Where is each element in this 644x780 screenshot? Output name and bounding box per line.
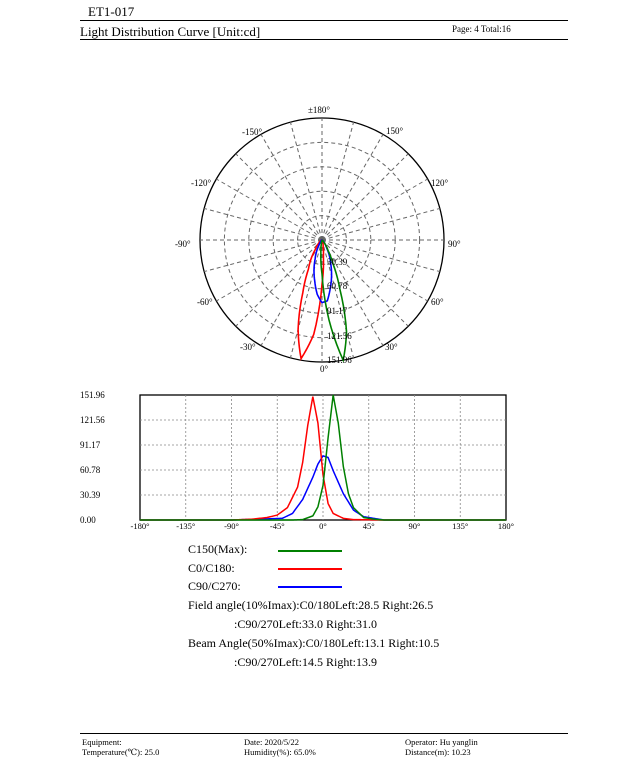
page-title: Light Distribution Curve [Unit:cd] [80,24,261,39]
cartesian-grid [139,394,507,521]
y-tick-label: 0.00 [80,515,96,525]
polar-grid-spoke [216,239,323,302]
legend-label-c0: C0/C180: [188,561,235,575]
polar-angle-label: -30° [240,342,256,352]
polar-angle-label: -60° [197,297,213,307]
footer-rule [80,733,568,734]
y-tick-label: 151.96 [80,390,105,400]
x-tick-label: 135° [452,521,468,530]
polar-grid-spoke [204,239,323,273]
field-angle-c90: :C90/270Left:33.0 Right:31.0 [234,617,377,631]
footer-humidity: Humidity(%): 65.0% [244,747,316,757]
x-tick-label: -45° [270,521,285,530]
polar-grid-spoke [260,134,323,241]
polar-labels: ±180° 150° -150° 120° -120° 90° -90° 60°… [175,105,461,374]
legend-swatch-c90 [278,586,342,588]
polar-angle-label: 90° [448,239,461,249]
polar-angle-label: -90° [175,239,191,249]
polar-radial-label: 121.56 [327,331,352,341]
footer-operator: Operator: Hu yanglin [405,737,478,747]
legend-swatch-c0 [278,568,342,570]
polar-angle-label: -150° [242,127,262,137]
polar-angle-label: ±180° [308,105,330,115]
field-angle-c0: Field angle(10%Imax):C0/180Left:28.5 Rig… [188,598,434,612]
header-rule [80,20,568,21]
x-tick-label: 90° [409,521,421,530]
series-line-c150max [140,394,506,521]
polar-angle-label: -120° [191,178,211,188]
y-tick-label: 60.78 [80,465,101,475]
x-tick-label: -180° [131,521,150,530]
x-tick-label: 0° [319,521,327,530]
polar-grid-spoke [216,178,323,241]
polar-grid-spoke [321,178,428,241]
title-rule [80,39,568,40]
x-tick-label: 180° [498,521,514,530]
polar-angle-label: 30° [385,342,398,352]
legend-label-c90: C90/C270: [188,579,241,593]
footer-date: Date: 2020/5/22 [244,737,300,747]
polar-grid-ring [272,190,372,290]
x-tick-labels: -180° -135° -90° -45° 0° 45° 90° 135° 180° [131,521,515,530]
x-tick-label: -90° [224,521,239,530]
polar-chart: ±180° 150° -150° 120° -120° 90° -90° 60°… [175,105,461,374]
legend-swatch-c150 [278,550,342,552]
cartesian-chart: -180° -135° -90° -45° 0° 45° 90° 135° 180° 0.00 3… [80,390,515,530]
polar-grid-spoke [321,239,355,358]
polar-grid-ring [223,141,421,339]
polar-grid-spoke [321,239,428,302]
polar-grid-spoke [321,207,440,241]
polar-radial-label: 30.39 [327,257,348,267]
plot-frame [139,394,507,521]
document-id: ET1-017 [88,4,135,19]
beam-angle-c0: Beam Angle(50%Imax):C0/180Left:13.1 Righ… [188,636,440,650]
x-tick-label: -135° [176,521,195,530]
footer-equipment: Equipment: [82,737,122,747]
y-tick-labels: 0.00 30.39 60.78 91.17 121.56 151.96 [80,390,105,525]
polar-grid-spoke [289,122,323,241]
page-info: Page: 4 Total:16 [452,24,511,34]
y-tick-label: 121.56 [80,415,105,425]
polar-grid-spoke [235,153,323,241]
polar-grid-spoke [321,239,384,346]
y-tick-label: 30.39 [80,490,101,500]
polar-grid-spoke [235,239,323,327]
polar-angle-label: 120° [431,178,449,188]
cartesian-curves [140,394,506,521]
polar-grid-spoke [321,153,409,241]
polar-grid-spoke [260,239,323,346]
legend-label-c150: C150(Max): [188,542,248,556]
polar-grid [199,117,445,363]
polar-grid-spoke [321,239,409,327]
footer-temperature: Temperature(℃): 25.0 [82,747,160,757]
x-tick-label: 45° [363,521,375,530]
polar-grid-spoke [204,207,323,241]
polar-curve-c150max [320,239,348,363]
polar-grid-spoke [321,122,355,241]
polar-radial-label: 151.96 [327,355,352,365]
polar-angle-label: 150° [386,126,404,136]
polar-radial-label: 60.78 [327,281,348,291]
y-tick-label: 91.17 [80,440,101,450]
polar-grid-spoke [321,134,384,241]
beam-angle-c90: :C90/270Left:14.5 Right:13.9 [234,655,377,669]
polar-angle-label: 60° [431,297,444,307]
polar-grid-spoke [289,239,323,358]
polar-radial-label: 91.17 [327,306,348,316]
footer-distance: Distance(m): 10.23 [405,747,471,757]
polar-curves [297,239,348,363]
polar-angle-label: 0° [320,364,329,374]
polar-grid-spoke [321,239,440,273]
